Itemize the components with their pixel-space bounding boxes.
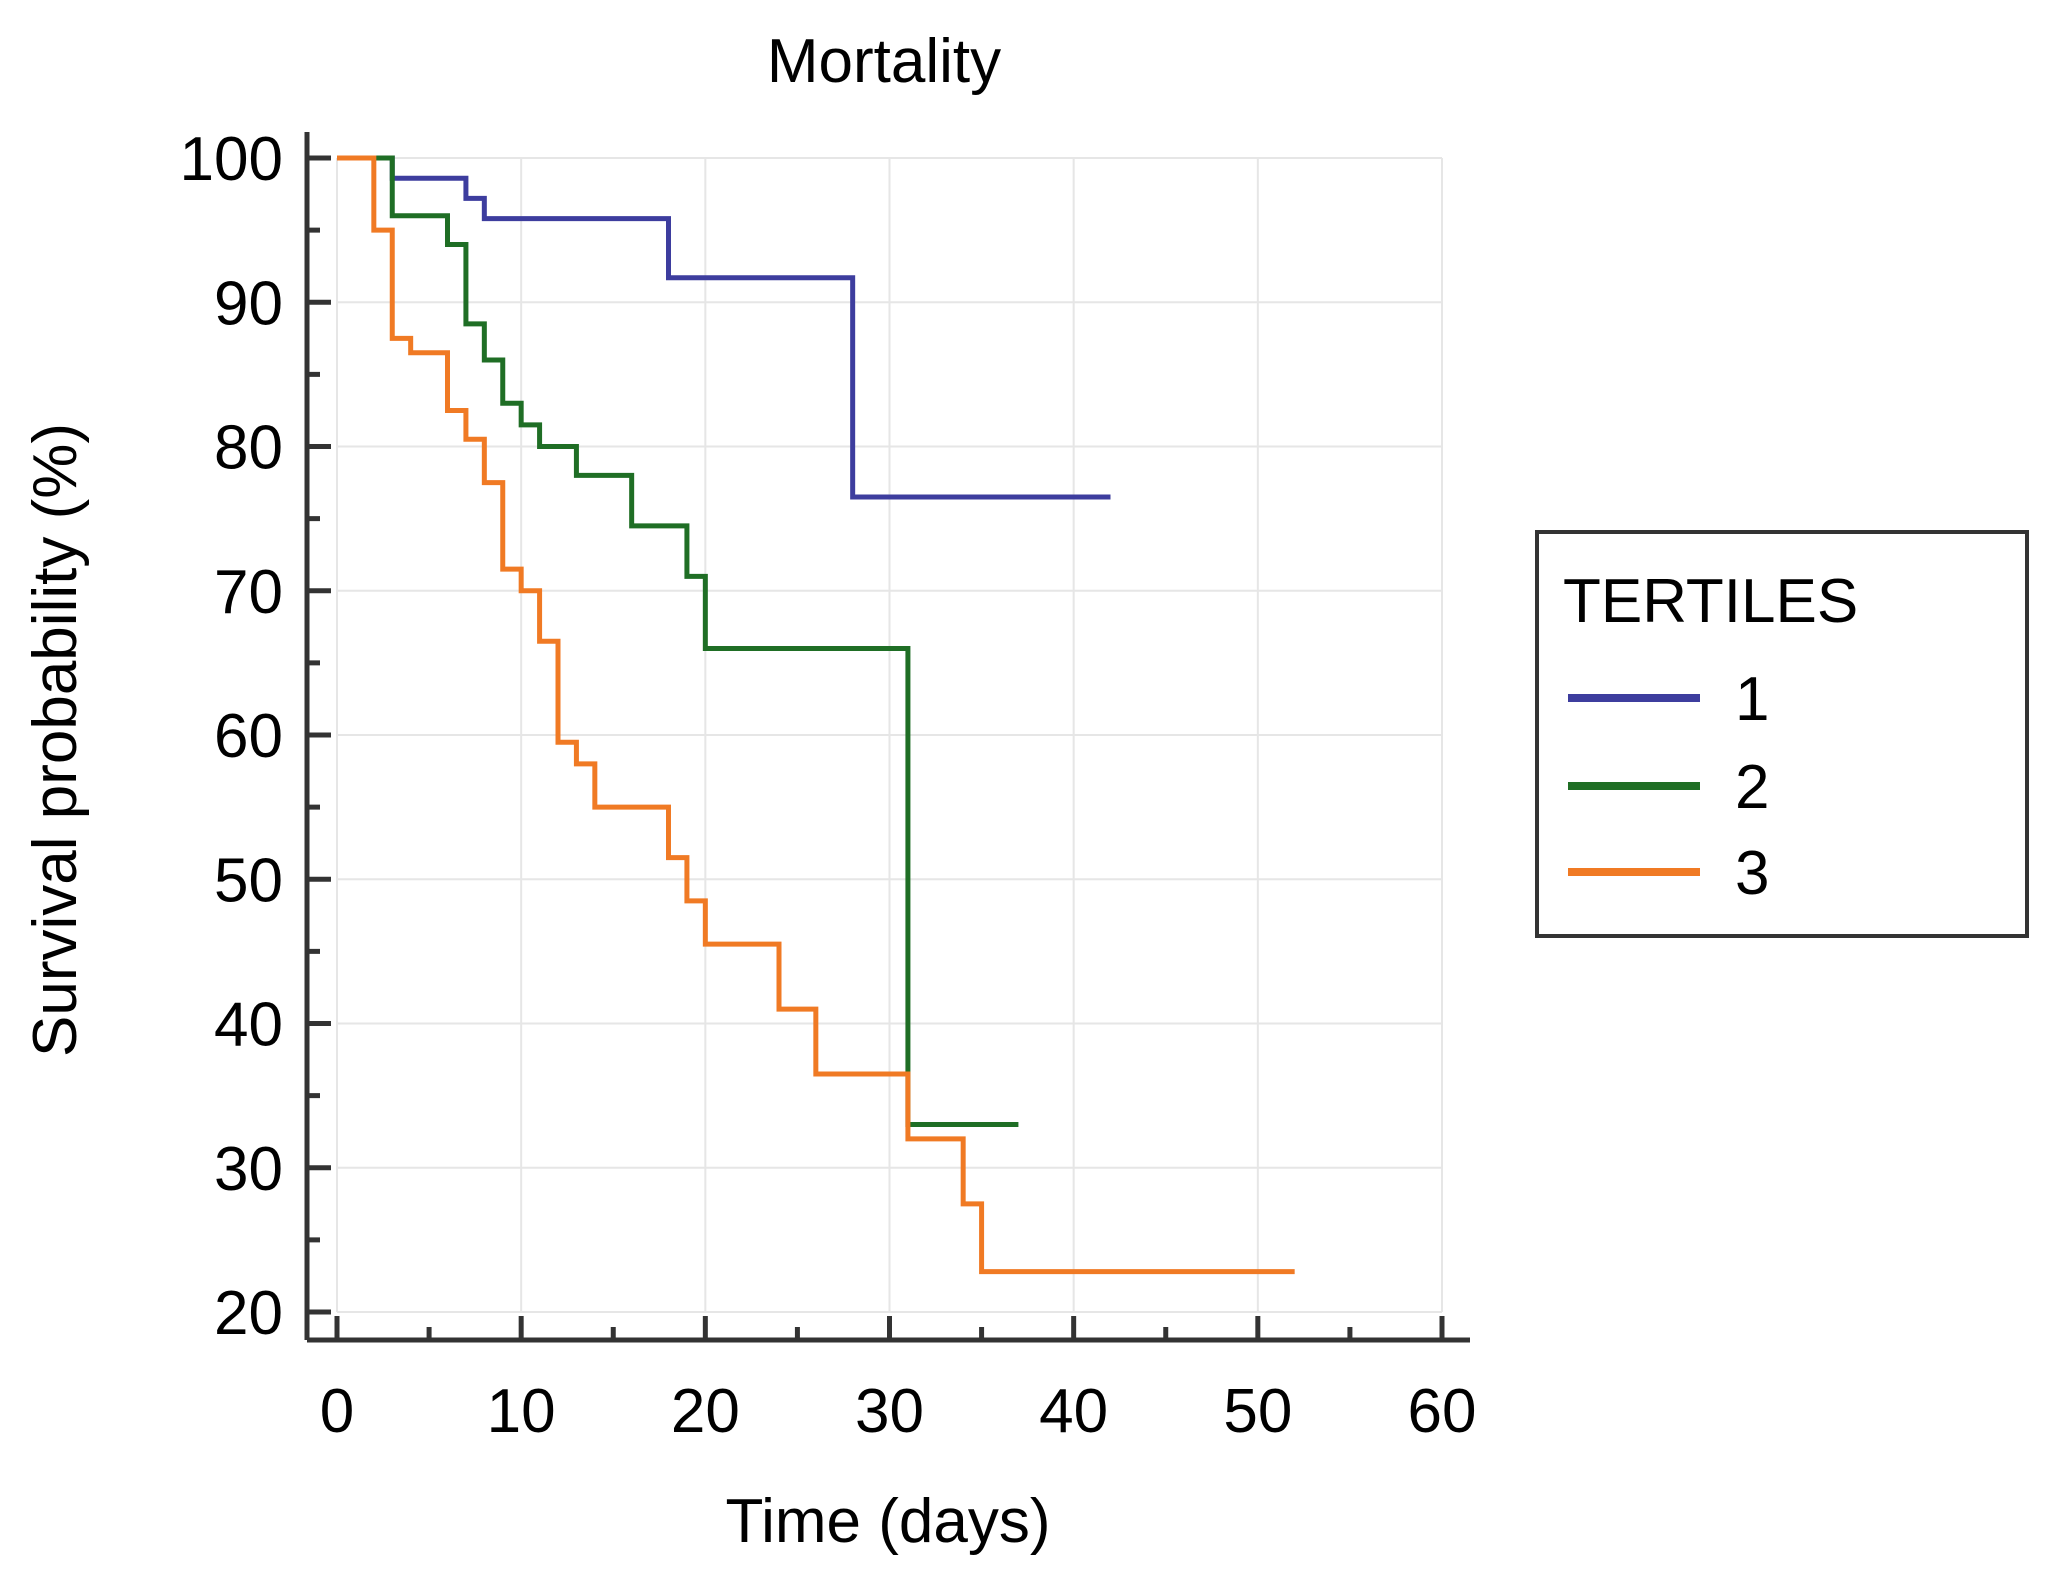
x-tick-label: 50 xyxy=(1223,1377,1292,1446)
chart-title: Mortality xyxy=(767,27,1001,96)
y-tick-label: 90 xyxy=(214,269,283,338)
x-tick-label: 30 xyxy=(855,1377,924,1446)
y-tick-label: 60 xyxy=(214,702,283,771)
x-axis-label: Time (days) xyxy=(726,1487,1051,1556)
series-line-2 xyxy=(337,155,1019,1127)
y-tick-label: 30 xyxy=(214,1135,283,1204)
x-tick-label: 20 xyxy=(671,1377,740,1446)
y-tick-label: 20 xyxy=(214,1279,283,1348)
grid xyxy=(336,157,1443,1313)
x-tick-label: 0 xyxy=(320,1377,354,1446)
y-tick-label: 40 xyxy=(214,991,283,1060)
y-tick-label: 80 xyxy=(214,414,283,483)
axes: 0 10 20 30 40 50 60 20 30 40 50 60 70 80 90 100 xyxy=(180,125,1477,1446)
legend-label-3: 3 xyxy=(1735,839,1769,908)
y-tick-label: 50 xyxy=(214,846,283,915)
y-tick-label: 100 xyxy=(180,125,283,194)
y-axis-label: Survival probability (%) xyxy=(21,423,90,1057)
x-tick-label: 40 xyxy=(1039,1377,1108,1446)
legend-label-2: 2 xyxy=(1735,753,1769,822)
series-line-3 xyxy=(337,155,1295,1275)
x-tick-label: 10 xyxy=(487,1377,556,1446)
legend-title: TERTILES xyxy=(1563,567,1858,636)
y-tick-label: 70 xyxy=(214,558,283,627)
x-tick-label: 60 xyxy=(1408,1377,1477,1446)
series-group xyxy=(337,155,1295,1275)
legend-label-1: 1 xyxy=(1735,665,1769,734)
legend: TERTILES 1 2 3 xyxy=(1535,530,2029,938)
